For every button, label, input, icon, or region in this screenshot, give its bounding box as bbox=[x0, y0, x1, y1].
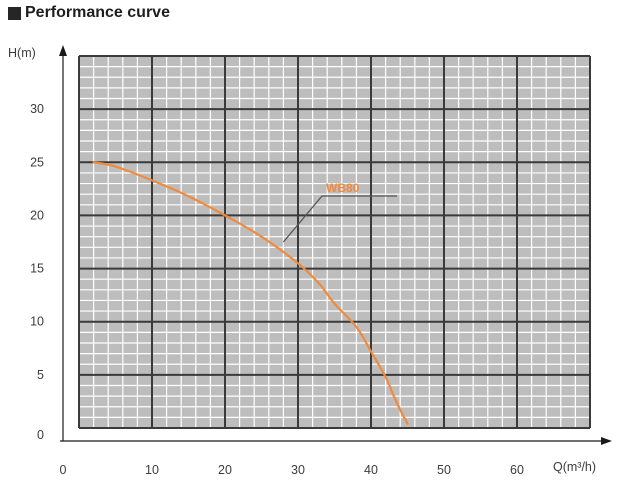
series-annotation: WB80 bbox=[282, 181, 397, 243]
series-label-wb80: WB80 bbox=[326, 181, 360, 195]
chart-title: Performance curve bbox=[25, 4, 170, 21]
series-line-wb80 bbox=[92, 161, 409, 425]
series-leader-line bbox=[282, 195, 397, 243]
x-axis-ticks: 0 10 20 30 40 50 60 bbox=[60, 463, 524, 477]
x-tick-label: 60 bbox=[510, 463, 524, 477]
y-tick-label: 0 bbox=[37, 428, 44, 442]
major-grid bbox=[78, 55, 591, 429]
x-tick-label: 30 bbox=[291, 463, 305, 477]
x-tick-label: 10 bbox=[145, 463, 159, 477]
y-tick-label: 20 bbox=[30, 208, 44, 222]
y-axis-ticks: 0 5 10 15 20 25 30 bbox=[30, 102, 44, 442]
x-tick-label: 20 bbox=[218, 463, 232, 477]
series-layer bbox=[92, 161, 409, 425]
x-axis-arrow-icon bbox=[601, 437, 612, 445]
plot-area bbox=[79, 56, 590, 428]
y-tick-label: 30 bbox=[30, 102, 44, 116]
y-tick-label: 5 bbox=[37, 368, 44, 382]
square-bullet-icon bbox=[8, 6, 21, 20]
chart-header: Performance curve bbox=[8, 2, 170, 24]
axes bbox=[59, 45, 612, 445]
x-tick-label: 40 bbox=[364, 463, 378, 477]
y-axis-arrow-icon bbox=[59, 45, 67, 56]
x-tick-label: 50 bbox=[437, 463, 451, 477]
y-tick-label: 10 bbox=[30, 315, 44, 329]
x-tick-label: 0 bbox=[60, 463, 67, 477]
y-tick-label: 15 bbox=[30, 262, 44, 276]
y-tick-label: 25 bbox=[30, 155, 44, 169]
y-axis-title: H(m) bbox=[8, 46, 36, 60]
x-axis-title: Q(m³/h) bbox=[553, 460, 596, 474]
